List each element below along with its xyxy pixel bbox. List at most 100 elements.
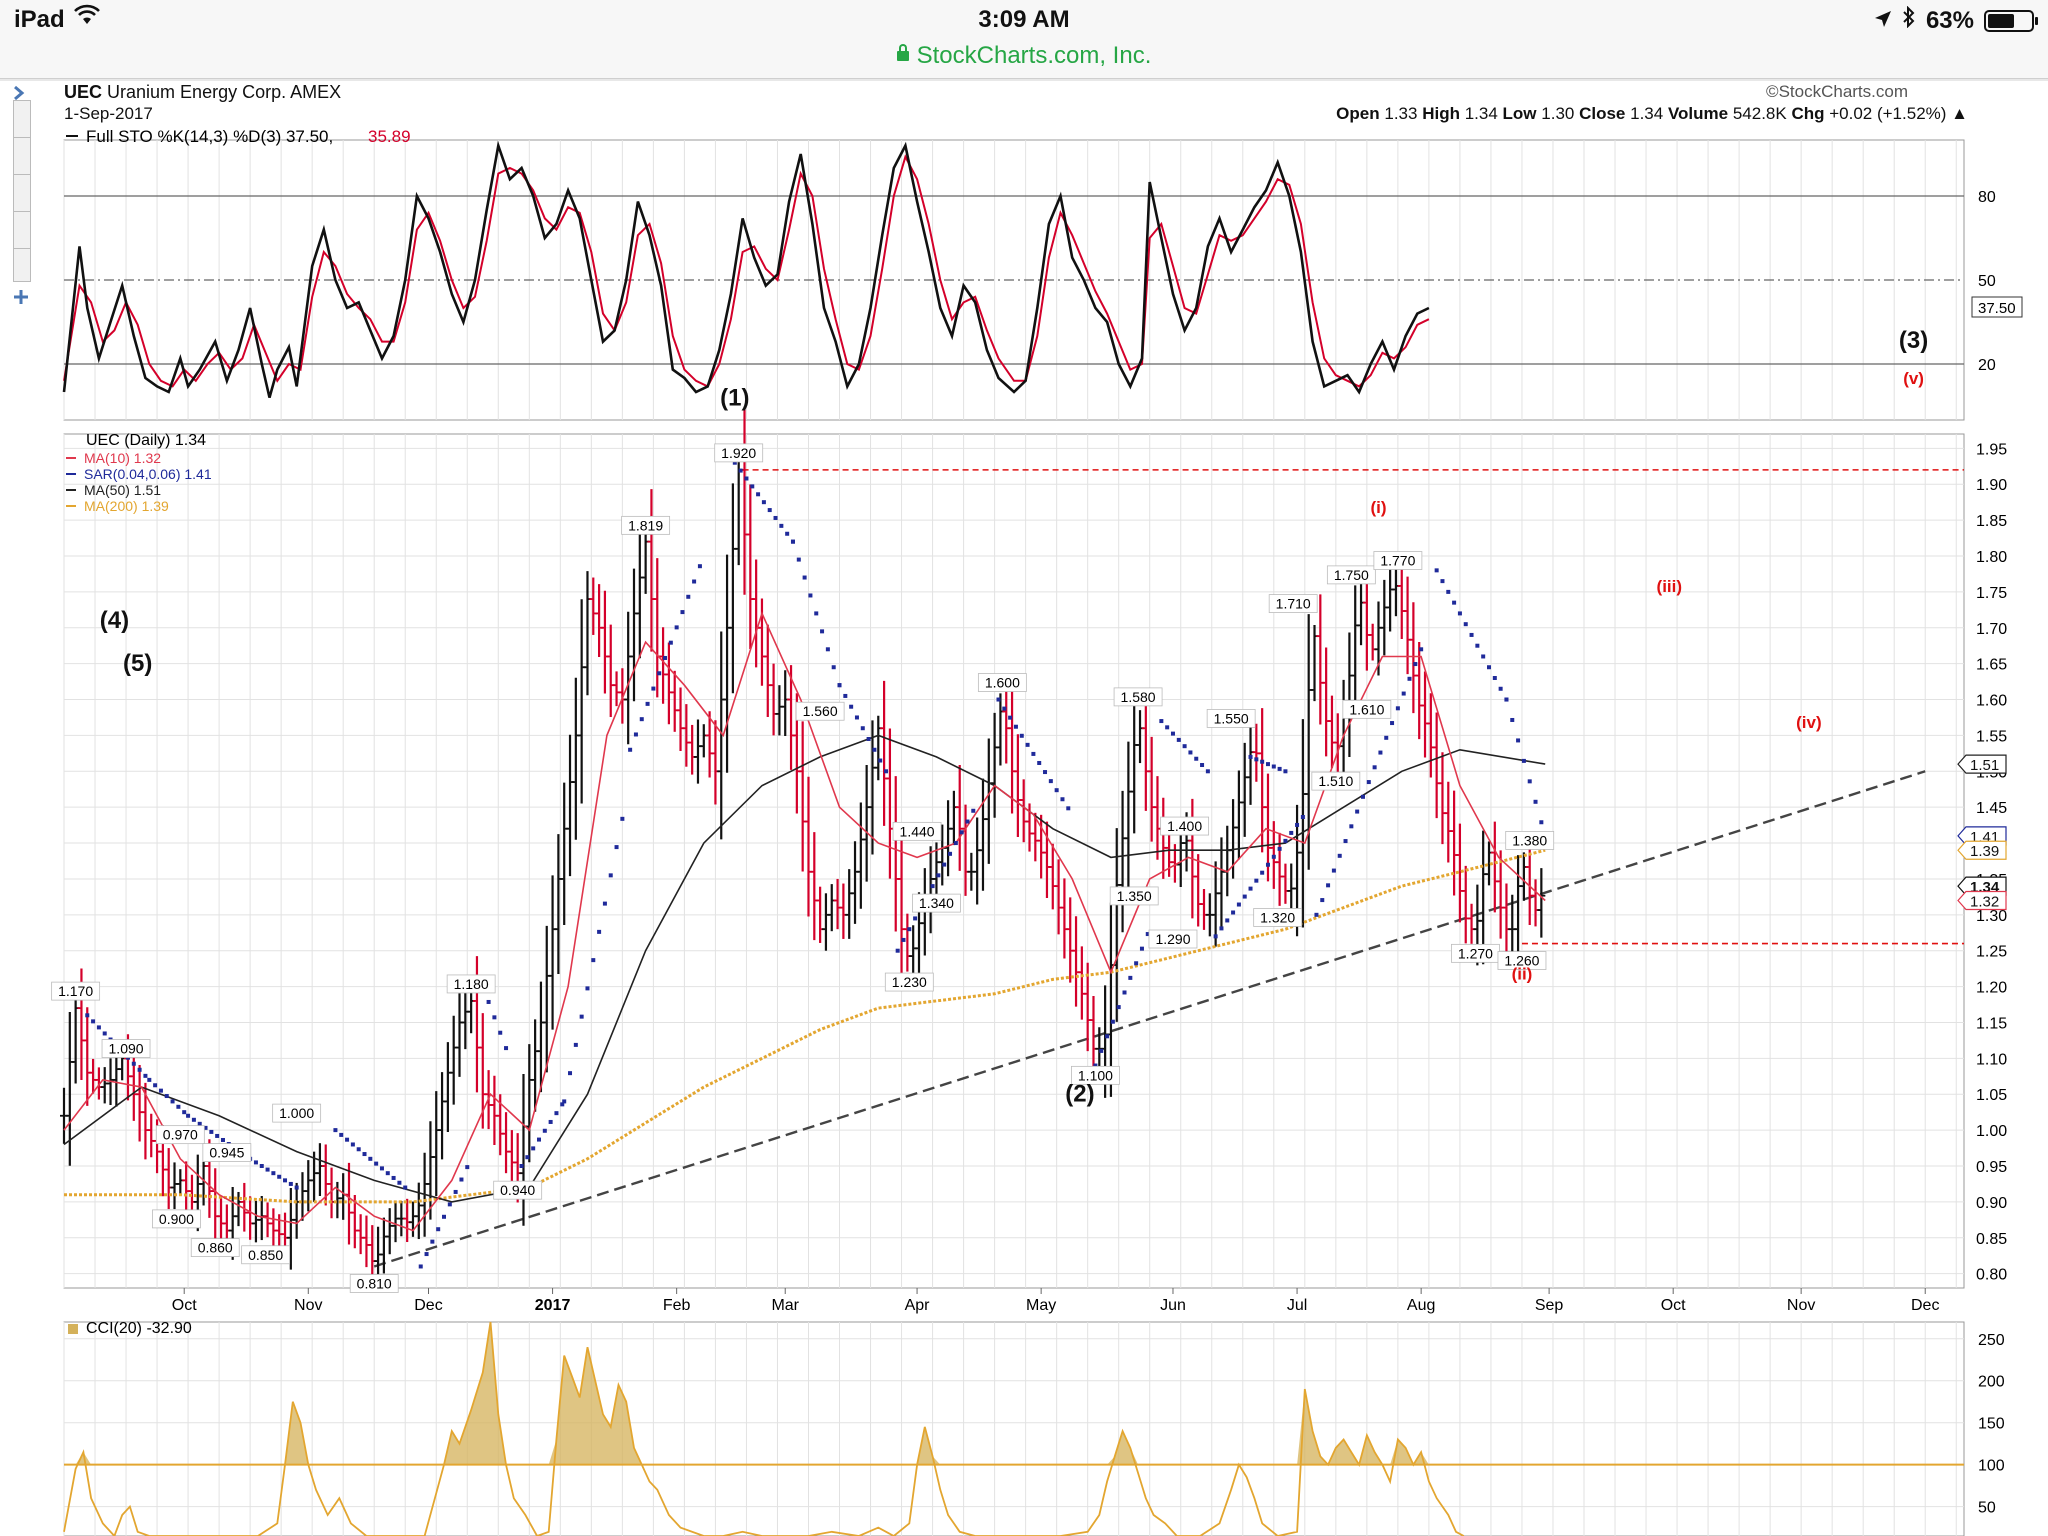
price-bar	[926, 846, 935, 934]
price-bar	[1386, 565, 1395, 632]
sar-dot	[1037, 760, 1042, 765]
sar-dot	[1188, 750, 1193, 755]
cci-line	[63, 1321, 1465, 1536]
cci-tick-label: 150	[1978, 1416, 2005, 1433]
legend-entry: MA(50) 1.51	[84, 482, 161, 498]
axis-value-tag-label: 1.51	[1970, 757, 1999, 774]
address-bar[interactable]: StockCharts.com, Inc.	[0, 40, 2048, 79]
sar-dot	[294, 1185, 299, 1190]
price-bar	[1380, 579, 1389, 656]
sar-dot	[1343, 839, 1348, 844]
price-bar	[571, 677, 580, 840]
price-bar	[851, 841, 860, 924]
price-label: 1.180	[454, 976, 489, 992]
price-bar	[100, 1067, 109, 1104]
sar-dot	[1248, 754, 1253, 759]
sar-dot	[579, 1014, 584, 1019]
sar-dot	[253, 1160, 258, 1165]
price-bar	[909, 925, 918, 980]
price-label: 1.750	[1334, 567, 1369, 583]
price-bar	[862, 764, 871, 882]
price-bar	[740, 409, 749, 595]
add-panel-button[interactable]	[12, 282, 30, 313]
sar-dot	[1277, 846, 1282, 851]
month-label: Nov	[1787, 1297, 1815, 1314]
price-label-box	[1497, 951, 1547, 970]
sto-legend-swatch	[66, 135, 78, 137]
price-bar	[176, 1169, 185, 1196]
price-bar	[1345, 632, 1354, 757]
price-bar	[1281, 863, 1290, 904]
price-bar	[507, 1130, 516, 1184]
price-bar	[798, 721, 807, 872]
chart-title: UEC Uranium Energy Corp. AMEX	[64, 82, 341, 103]
sar-dot	[368, 1156, 373, 1161]
ticker-symbol: UEC	[64, 82, 103, 102]
sar-dot	[971, 808, 976, 813]
sar-dot	[663, 655, 668, 660]
month-label: Aug	[1407, 1297, 1435, 1314]
price-bar	[345, 1162, 353, 1245]
sar-dot	[283, 1178, 288, 1183]
sar-dot	[907, 927, 912, 932]
sar-dot	[1407, 676, 1412, 681]
price-label-box	[1109, 886, 1159, 906]
price-bar	[885, 728, 894, 879]
legend-entry: SAR(0.04,0.06) 1.41	[84, 466, 212, 482]
price-label: 1.170	[58, 983, 93, 999]
price-label: 1.350	[1117, 888, 1152, 904]
sar-dot	[1165, 725, 1170, 730]
price-label: 1.770	[1380, 553, 1415, 569]
panel-scrollbar[interactable]	[13, 100, 31, 282]
price-label-box	[51, 981, 101, 1001]
price-bar	[1490, 821, 1499, 913]
url-text[interactable]: StockCharts.com, Inc.	[896, 42, 1151, 69]
axis-value-tag	[1957, 754, 2007, 774]
sar-dot	[1134, 961, 1139, 966]
sto-tick-label: 20	[1978, 357, 1996, 374]
price-bar	[1008, 686, 1017, 814]
sar-dot	[1498, 686, 1503, 691]
collapse-triangle-icon[interactable]: ▲	[1951, 104, 1968, 123]
volume-value: 542.8K	[1732, 104, 1787, 123]
bluetooth-icon	[1902, 5, 1916, 35]
sar-dot	[554, 1111, 559, 1116]
chg-value: +0.02 (+1.52%)	[1829, 104, 1947, 123]
price-bar	[519, 1073, 528, 1226]
sar-dot	[1378, 750, 1383, 755]
price-label: 0.970	[163, 1127, 198, 1143]
sar-dot	[1295, 822, 1300, 827]
price-label: 0.860	[198, 1240, 233, 1256]
price-label: 0.810	[357, 1275, 392, 1291]
price-bar	[839, 883, 848, 939]
sar-dot	[436, 1227, 441, 1232]
sar-dot	[1066, 806, 1071, 811]
legend-entry: MA(10) 1.32	[84, 450, 161, 466]
price-label: 1.580	[1121, 689, 1156, 705]
price-label: 1.000	[279, 1105, 314, 1121]
sar-dot	[1277, 766, 1282, 771]
sar-dot	[948, 851, 953, 856]
sar-dot	[418, 1264, 423, 1269]
chart-date: 1-Sep-2017	[64, 104, 153, 123]
price-bar	[787, 665, 796, 770]
chevron-right-icon[interactable]	[12, 84, 26, 107]
price-bar	[211, 1168, 220, 1240]
low-label: Low	[1502, 104, 1537, 123]
sar-dot	[1446, 589, 1451, 594]
sar-dot	[1002, 706, 1007, 711]
price-bar	[1066, 897, 1075, 983]
sar-dot	[1401, 691, 1406, 696]
sar-dot	[85, 1013, 90, 1018]
sar-dot	[1283, 769, 1288, 774]
price-label-box	[621, 515, 671, 535]
sar-dot	[525, 1155, 530, 1160]
sar-dot	[1487, 665, 1491, 670]
sar-dot	[831, 665, 836, 670]
price-bar	[752, 559, 761, 668]
sar-dot	[385, 1171, 390, 1176]
sar-dot	[639, 717, 644, 722]
price-bar	[71, 986, 80, 1084]
price-bar	[548, 875, 557, 1030]
sar-dot	[447, 1202, 452, 1207]
